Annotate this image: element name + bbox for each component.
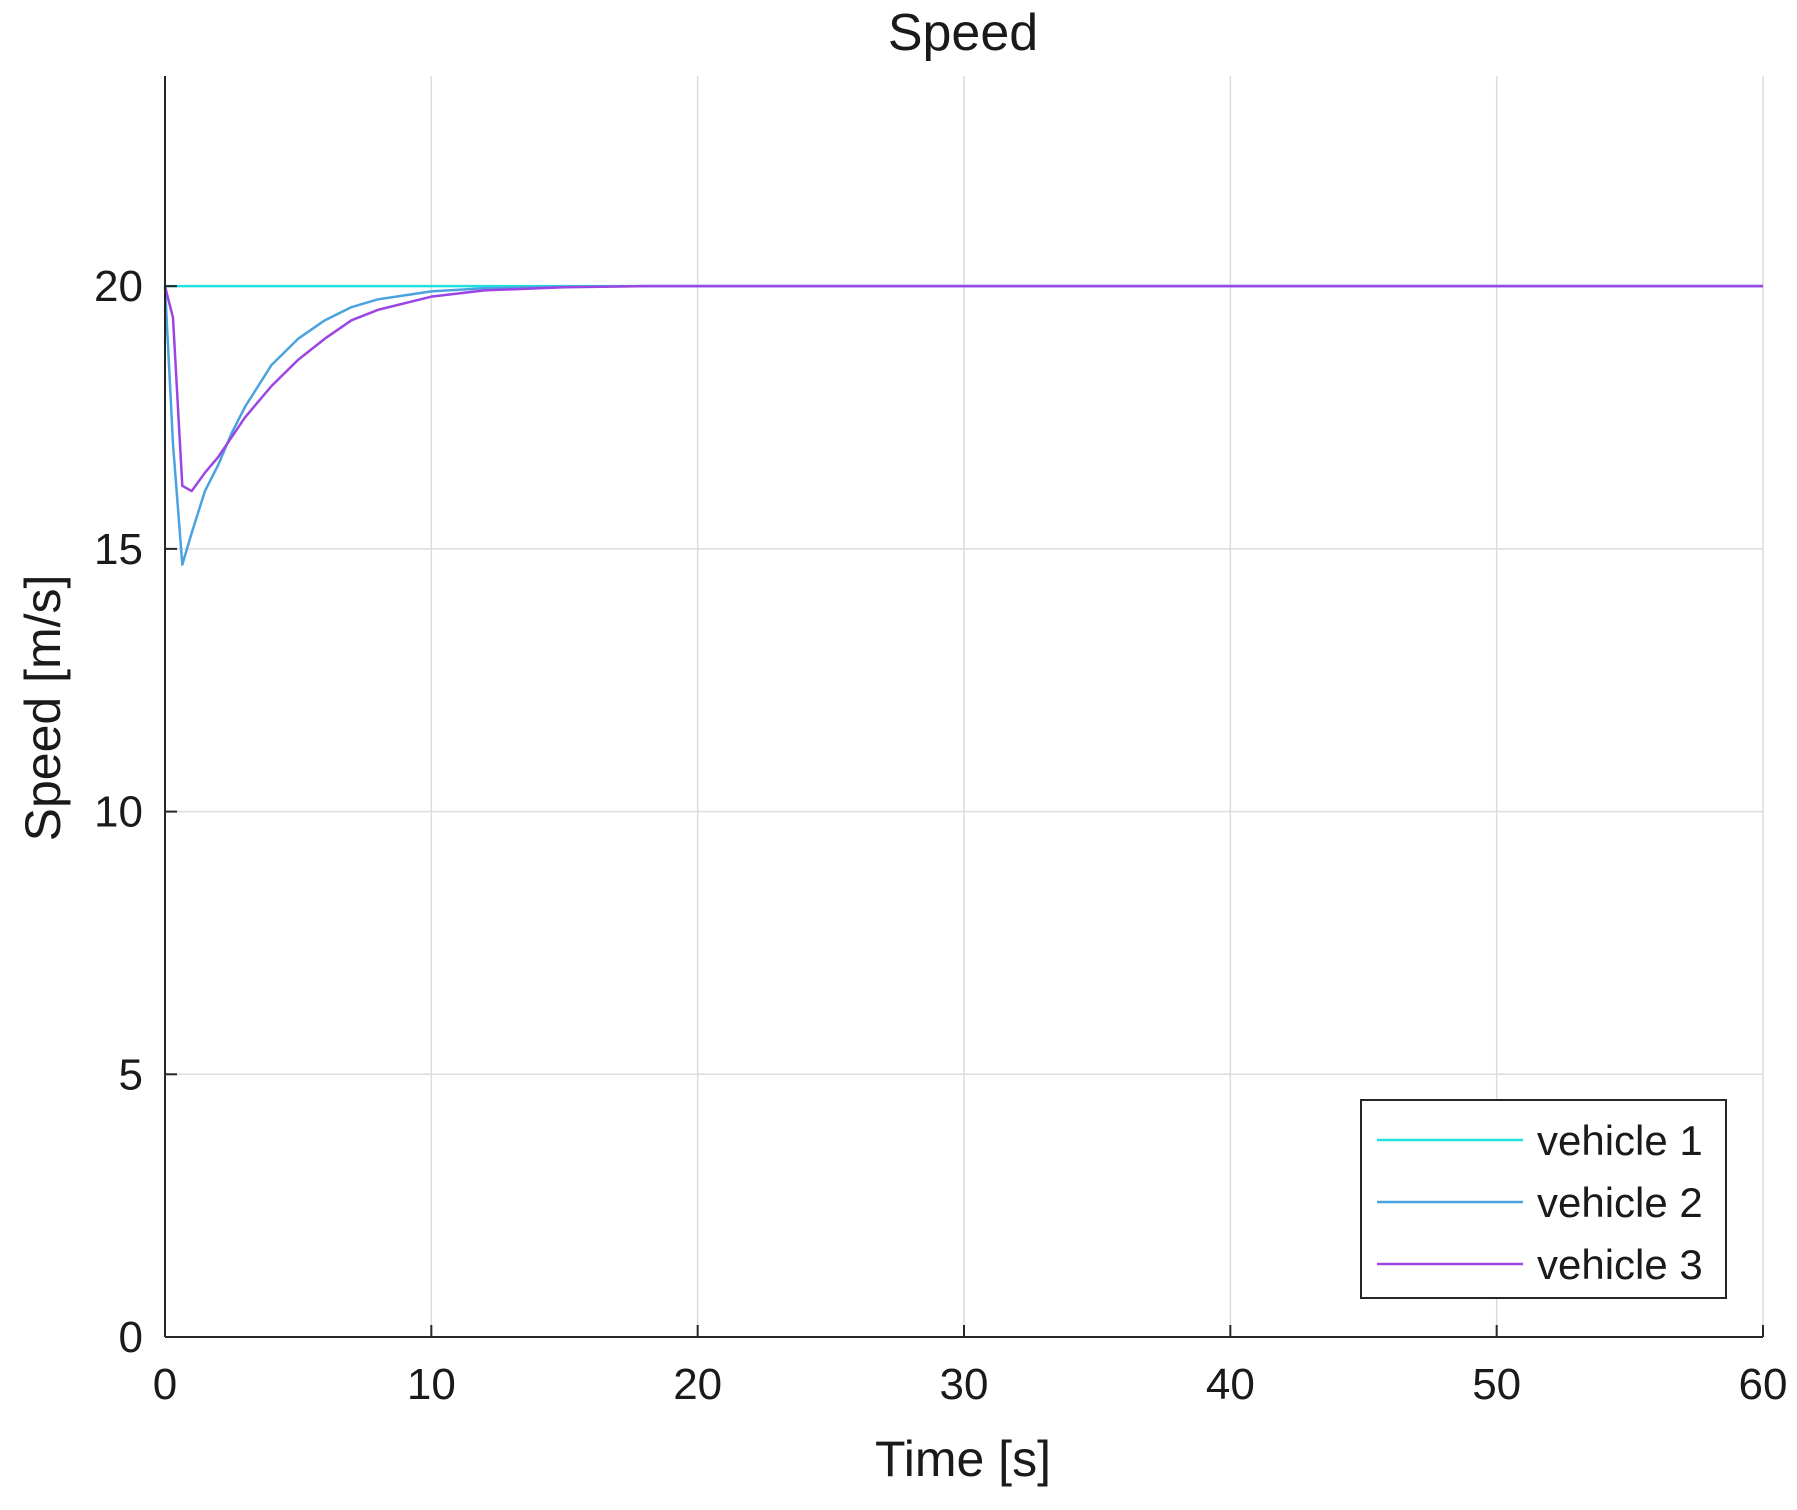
y-tick-label: 15	[94, 525, 143, 574]
legend-label-2: vehicle 2	[1537, 1179, 1703, 1226]
y-tick-label: 10	[94, 788, 143, 837]
x-tick-label: 60	[1739, 1360, 1788, 1409]
x-tick-label: 20	[673, 1360, 722, 1409]
legend-label-1: vehicle 1	[1537, 1117, 1703, 1164]
x-tick-label: 40	[1206, 1360, 1255, 1409]
y-tick-label: 20	[94, 262, 143, 311]
x-tick-label: 30	[940, 1360, 989, 1409]
series-line-3	[163, 284, 1763, 493]
tick-labels: 0 10 20 30 40 50 60 0 5 10 15 20	[94, 262, 1787, 1409]
x-tick-label: 0	[153, 1360, 177, 1409]
y-tick-label: 5	[119, 1050, 143, 1099]
x-tick-label: 10	[407, 1360, 456, 1409]
axes	[164, 76, 1764, 1338]
chart-title: Speed	[888, 4, 1038, 62]
series-lines	[163, 284, 1763, 566]
x-tick-label: 50	[1472, 1360, 1521, 1409]
y-axis-label: Speed [m/s]	[15, 575, 71, 842]
legend-label-3: vehicle 3	[1537, 1241, 1703, 1288]
x-axis-label: Time [s]	[875, 1431, 1051, 1487]
y-tick-label: 0	[119, 1313, 143, 1362]
legend: vehicle 1 vehicle 2 vehicle 3	[1360, 1099, 1727, 1299]
